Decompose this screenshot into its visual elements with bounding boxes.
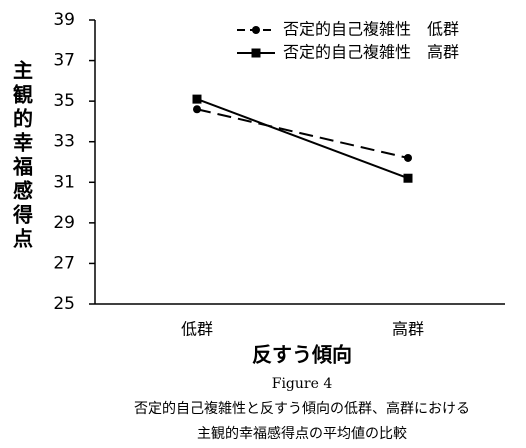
caption-line: 否定的自己複雑性と反すう傾向の低群、高群における bbox=[134, 400, 470, 417]
series-line bbox=[196, 98, 409, 180]
legend-marker bbox=[251, 48, 261, 58]
legend-marker bbox=[252, 26, 260, 34]
y-tick-label: 27 bbox=[53, 253, 75, 273]
data-point bbox=[192, 94, 202, 104]
data-point bbox=[404, 153, 412, 162]
legend-label: 否定的自己複雑性 高群 bbox=[283, 43, 459, 62]
y-tick-label: 31 bbox=[53, 172, 75, 192]
y-axis-label: 主観的幸福感得点 bbox=[10, 59, 34, 252]
data-point bbox=[403, 173, 413, 183]
y-tick-label: 37 bbox=[53, 51, 75, 71]
y-tick-label: 39 bbox=[53, 10, 75, 30]
y-tick-label: 35 bbox=[53, 91, 75, 111]
series-line bbox=[196, 108, 409, 159]
y-tick-label: 33 bbox=[53, 132, 75, 152]
data-point bbox=[193, 105, 201, 114]
figure-label: Figure 4 bbox=[272, 376, 333, 392]
x-tick-label: 低群 bbox=[181, 320, 213, 339]
y-tick-label: 25 bbox=[53, 294, 75, 314]
legend-label: 否定的自己複雑性 低群 bbox=[283, 20, 459, 39]
x-axis-label: 反すう傾向 bbox=[252, 343, 352, 367]
y-tick-label: 29 bbox=[53, 213, 75, 233]
x-tick-label: 高群 bbox=[392, 320, 424, 339]
caption-line: 主観的幸福感得点の平均値の比較 bbox=[197, 425, 407, 442]
